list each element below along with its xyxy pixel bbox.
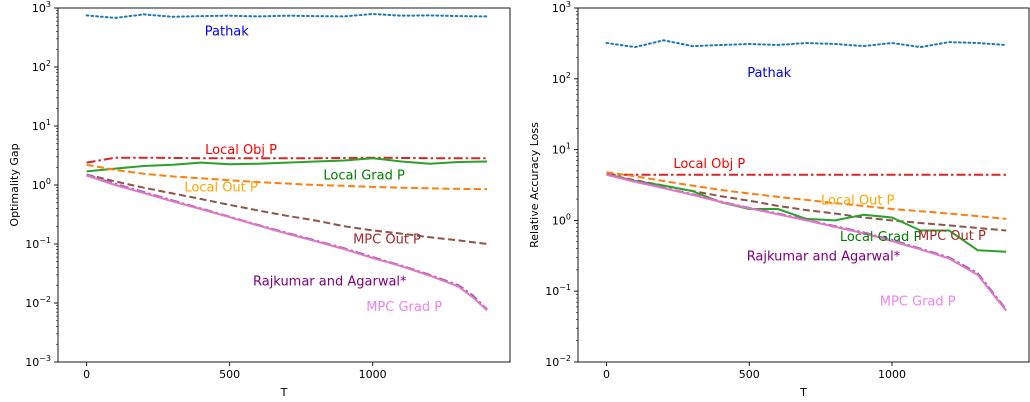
relative-accuracy-loss-y-tick-label: 10−1: [545, 283, 571, 298]
relative-accuracy-loss-series-pathak: [605, 39, 1008, 49]
relative-accuracy-loss-annotation-local-obj-p: Local Obj P: [673, 157, 745, 172]
relative-accuracy-loss-x-axis-label: T: [799, 386, 807, 399]
optimality-gap-y-tick-label: 102: [32, 59, 51, 74]
optimality-gap-x-axis-label: T: [280, 386, 288, 399]
optimality-gap-annotation-rajkumar-and-agarwal: Rajkumar and Agarwal*: [253, 275, 407, 290]
relative-accuracy-loss-annotation-pathak: Pathak: [747, 66, 792, 81]
relative-accuracy-loss-annotation-mpc-grad-p: MPC Grad P: [880, 294, 956, 309]
relative-accuracy-loss-annotation-local-out-p: Local Out P: [821, 194, 895, 209]
optimality-gap-annotation-pathak: Pathak: [205, 24, 250, 39]
relative-accuracy-loss-x-tick-label: 0: [603, 368, 610, 381]
optimality-gap-plot-frame: [57, 7, 511, 363]
optimality-gap-y-tick-label: 10−3: [25, 354, 51, 369]
optimality-gap-annotation-mpc-grad-p: MPC Grad P: [366, 300, 442, 315]
relative-accuracy-loss-y-tick-label: 102: [552, 71, 571, 86]
relative-accuracy-loss-plot-frame: [577, 7, 1030, 363]
relative-accuracy-loss-x-tick-label: 500: [739, 368, 760, 381]
optimality-gap-series-local-obj-p: [86, 156, 488, 164]
optimality-gap-y-tick-label: 10−1: [25, 236, 51, 251]
optimality-gap-y-tick-label: 103: [32, 0, 51, 15]
optimality-gap-annotation-local-out-p: Local Out P: [184, 181, 258, 196]
optimality-gap-series-pathak: [85, 13, 489, 19]
relative-accuracy-loss-annotation-local-grad-p: Local Grad P: [840, 230, 922, 245]
relative-accuracy-loss-y-tick-label: 10−2: [545, 354, 571, 369]
optimality-gap-y-tick-label: 101: [32, 118, 51, 133]
relative-accuracy-loss-series-mpc-out-p: [606, 173, 1007, 232]
optimality-gap-annotation-local-obj-p: Local Obj P: [205, 143, 277, 158]
optimality-gap-y-tick-label: 10−2: [25, 295, 51, 310]
relative-accuracy-loss-y-tick-label: 101: [552, 142, 571, 157]
relative-accuracy-loss-x-tick-label: 1000: [878, 368, 906, 381]
optimality-gap-annotation-mpc-out-p: MPC Out P: [353, 232, 421, 247]
relative-accuracy-loss-annotation-mpc-out-p: MPC Out P: [918, 229, 986, 244]
relative-accuracy-loss-y-axis-label: Relative Accuracy Loss: [528, 122, 541, 248]
optimality-gap-x-tick-label: 0: [83, 368, 90, 381]
relative-accuracy-loss-y-tick-label: 100: [552, 212, 571, 227]
optimality-gap-series-mpc-grad-p: [86, 174, 488, 312]
relative-accuracy-loss-chart: 0 500 1000 10−2 10−1 100 101 102 103 T Relative Ac…: [528, 0, 1030, 399]
optimality-gap-y-axis-label: Optimality Gap: [8, 143, 21, 226]
optimality-gap-y-tick-label: 100: [32, 177, 51, 192]
optimality-gap-x-tick-label: 1000: [359, 368, 387, 381]
optimality-gap-annotation-local-grad-p: Local Grad P: [323, 168, 405, 183]
relative-accuracy-loss-y-tick-label: 103: [552, 0, 571, 15]
relative-accuracy-loss-annotation-rajkumar-and-agarwal: Rajkumar and Agarwal*: [747, 249, 901, 264]
optimality-gap-series-local-out-p: [86, 163, 488, 191]
optimality-gap-chart: 0 500 1000 10−3 10−2 10−1 100 101 102 103 T Optimal…: [8, 0, 511, 399]
optimality-gap-x-tick-label: 500: [219, 368, 240, 381]
optimality-gap-series-local-grad-p: [86, 157, 488, 173]
relative-accuracy-loss-series-local-out-p: [606, 171, 1007, 220]
optimality-gap-series-mpc-out-p: [86, 173, 488, 245]
relative-accuracy-loss-series-mpc-grad-p: [606, 173, 1007, 312]
